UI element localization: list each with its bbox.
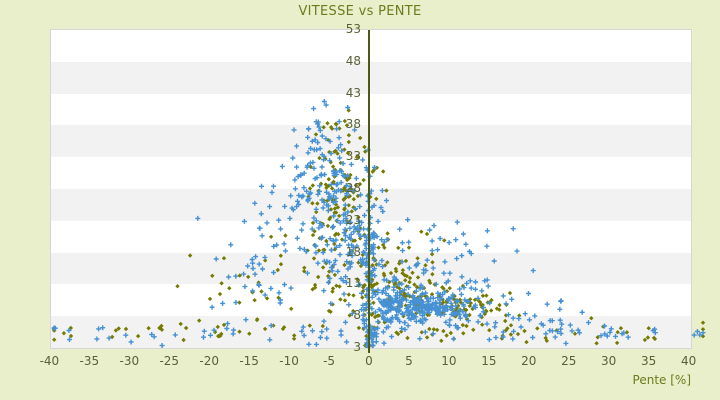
x-tick-label: 35 [641,354,657,368]
x-tick-label: 20 [521,354,537,368]
x-tick-label: 0 [365,354,373,368]
x-tick-label: 10 [441,354,457,368]
x-axis-title: Pente [%] [632,373,691,387]
zero-axis-line [368,30,370,353]
x-tick-label: 30 [601,354,617,368]
x-tick-label: -20 [199,354,219,368]
y-tick-label: 3 [353,340,361,354]
y-tick-label: 53 [345,22,361,36]
x-tick-label: 5 [405,354,413,368]
y-tick-label: 28 [345,181,361,195]
x-tick-label: -10 [279,354,299,368]
y-tick-label: 38 [345,117,361,132]
y-tick-label: 8 [353,308,361,323]
scatter-points-layer [51,98,706,348]
chart-title: VITESSE vs PENTE [298,4,422,19]
grid-band [51,125,691,158]
plot-area [50,29,706,353]
x-tick-label: 25 [561,354,577,368]
y-tick-label: 23 [345,212,361,227]
grid-band [51,93,691,126]
x-tick-label: 15 [481,354,497,368]
x-tick-label: -40 [39,354,60,368]
grid-band [51,157,691,189]
y-tick-label: 18 [345,244,361,259]
x-tick-label: -5 [323,354,336,368]
x-tick-label: -35 [79,354,100,368]
x-tick-label: -25 [159,354,180,368]
grid-band [51,30,691,62]
y-tick-label: 13 [345,276,361,291]
x-tick-label: -15 [239,354,259,368]
grid-band [51,61,691,94]
x-tick-label: 40 [680,354,697,368]
y-tick-label: 33 [345,149,361,164]
y-tick-label: 43 [345,85,361,100]
y-tick-label: 48 [345,53,361,68]
blue-plus-series [51,98,706,348]
x-tick-label: -30 [119,354,140,368]
